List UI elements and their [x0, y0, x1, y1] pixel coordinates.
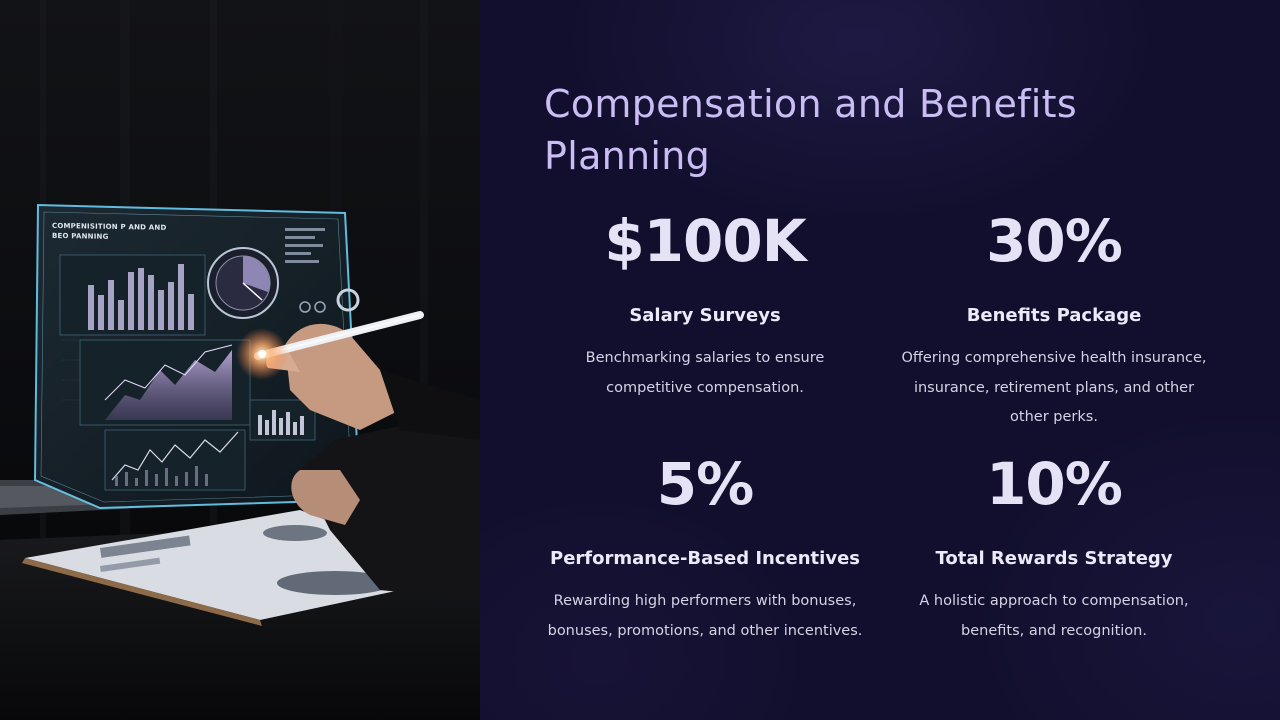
stat-label: Benefits Package [966, 305, 1142, 326]
content-panel: Compensation and Benefits Planning $100K… [480, 0, 1280, 720]
stat-description: Rewarding high performers with bonuses, … [547, 593, 863, 639]
screen-caption: COMPENISITION P AND AND BEO PANNING [52, 221, 167, 241]
stat-performance-incentives: 5% Performance-Based Incentives Rewardin… [535, 451, 875, 646]
stat-label: Salary Surveys [629, 305, 781, 326]
stat-label: Performance-Based Incentives [550, 548, 860, 569]
stat-value: 5% [656, 450, 754, 518]
hero-photo: COMPENISITION P AND AND BEO PANNING [0, 0, 480, 720]
stat-value: $100K [604, 207, 806, 275]
stat-salary-surveys: $100K Salary Surveys Benchmarking salari… [535, 208, 875, 403]
stat-value: 30% [986, 207, 1123, 275]
stat-total-rewards: 10% Total Rewards Strategy A holistic ap… [884, 451, 1224, 646]
stat-description: Benchmarking salaries to ensure competit… [585, 350, 825, 396]
dashboard-illustration [0, 0, 480, 720]
stat-description: A holistic approach to compensation, ben… [919, 593, 1189, 639]
stat-benefits-package: 30% Benefits Package Offering comprehens… [884, 208, 1224, 433]
slide-title: Compensation and Benefits Planning [544, 82, 1077, 178]
stat-label: Total Rewards Strategy [935, 548, 1173, 569]
stat-value: 10% [986, 450, 1123, 518]
stat-description: Offering comprehensive health insurance,… [901, 350, 1207, 425]
